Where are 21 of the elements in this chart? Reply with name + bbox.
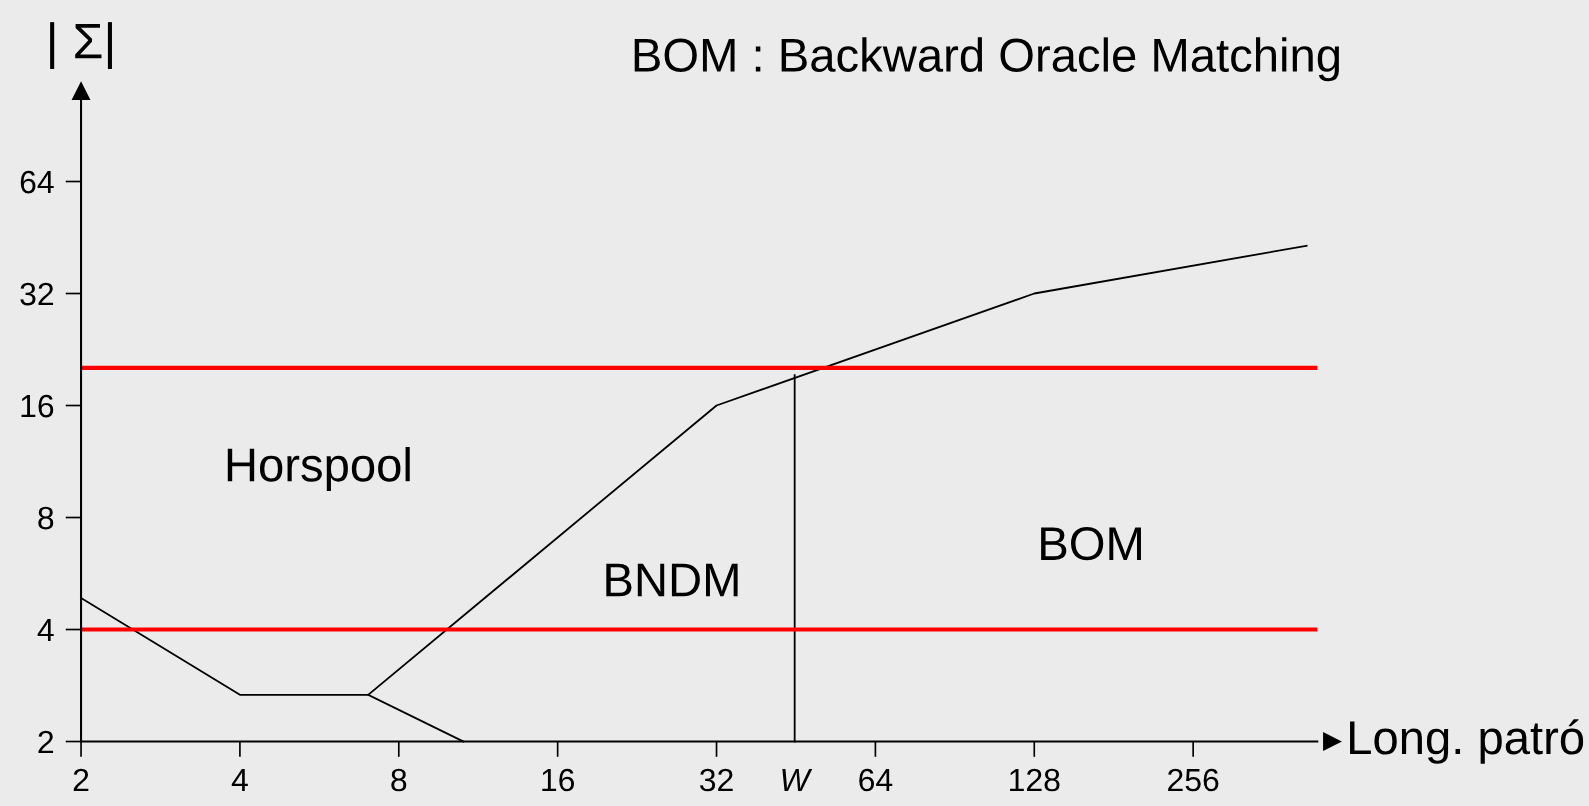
x-tick-label: 128 — [1010, 768, 1060, 792]
x-tick-label: 256 — [1168, 768, 1219, 792]
annotation: Horspool — [227, 446, 410, 491]
y-tick-label: 16 — [21, 394, 54, 418]
y-tick-label: 4 — [37, 619, 54, 642]
x-axis-title: Long. patró — [1350, 719, 1584, 764]
annotation: BOM — [1041, 526, 1141, 561]
x-tick-label: 32 — [699, 768, 733, 792]
y-tick-label: 8 — [38, 506, 54, 530]
y-axis-title: | Σ| — [50, 22, 112, 69]
y-tick-label: 32 — [20, 282, 54, 306]
x-tick-label: W — [782, 769, 813, 792]
y-tick-label: 64 — [20, 170, 54, 194]
annotation: BNDM — [606, 563, 738, 597]
y-tick-label: 2 — [38, 730, 54, 754]
chart-title: BOM : Backward Oracle Matching — [634, 37, 1339, 82]
x-tick-label: 8 — [391, 768, 407, 792]
x-tick-label: 64 — [859, 768, 893, 792]
x-tick-label: 2 — [73, 768, 89, 792]
x-tick-label: 4 — [231, 769, 248, 792]
x-tick-label: 16 — [542, 768, 575, 792]
